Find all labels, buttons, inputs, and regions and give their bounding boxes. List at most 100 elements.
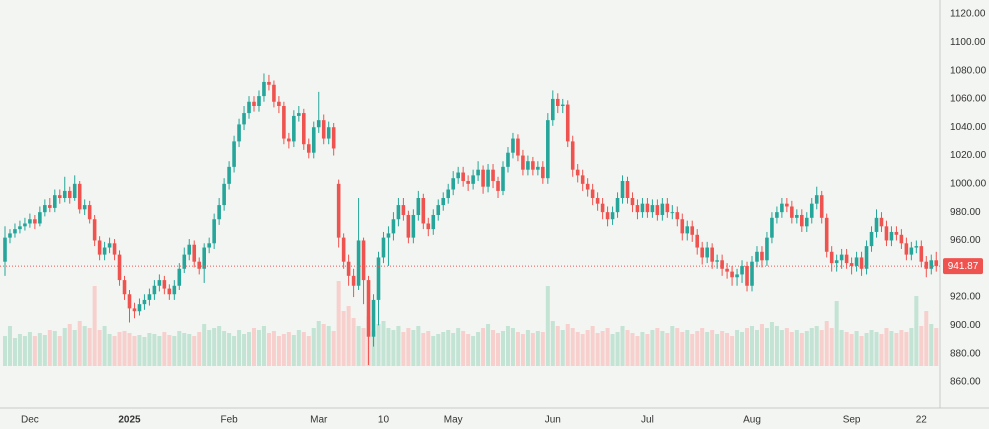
volume-bar: [839, 330, 844, 366]
candle-body: [834, 260, 839, 264]
candle-body: [182, 254, 187, 269]
candle-body: [780, 203, 784, 213]
volume-bar: [227, 333, 232, 366]
candle-body: [750, 261, 754, 286]
volume-bar: [590, 326, 595, 366]
volume-bar: [550, 321, 555, 366]
volume-bar: [122, 331, 127, 366]
volume-bar: [725, 333, 730, 366]
candle-body: [655, 205, 660, 215]
candle-body: [536, 166, 540, 170]
candle-body: [38, 212, 42, 224]
candle-body: [894, 231, 899, 235]
volume-bar: [510, 328, 515, 366]
candle-body: [107, 243, 112, 248]
volume-bar: [754, 330, 759, 366]
candle-body: [237, 124, 241, 142]
candle-body: [904, 243, 909, 255]
volume-bar: [784, 328, 789, 366]
volume-bar: [32, 336, 37, 366]
volume-bar: [735, 330, 740, 366]
volume-bar: [675, 328, 680, 366]
volume-bar: [252, 328, 256, 366]
volume-bar: [889, 331, 894, 366]
volume-bar: [117, 332, 122, 366]
candle-body: [565, 104, 570, 142]
volume-bar: [301, 332, 306, 366]
volume-bar: [112, 336, 117, 366]
candle-body: [809, 203, 814, 218]
y-tick-label: 1100.00: [950, 37, 986, 48]
volume-bar: [515, 332, 520, 366]
candle-body: [426, 223, 431, 230]
volume-bar: [261, 326, 266, 366]
volume-bar: [824, 321, 829, 366]
candle-body: [441, 198, 446, 206]
volume-bar: [585, 330, 590, 366]
volume-bar: [316, 321, 321, 366]
last-price-box: [943, 258, 983, 275]
candle-body: [242, 113, 246, 125]
volume-bar: [237, 330, 242, 366]
x-tick-label: May: [444, 415, 463, 426]
candle-body: [336, 183, 341, 238]
volume-bar: [730, 336, 735, 366]
candle-body: [660, 203, 665, 215]
volume-bar: [789, 332, 794, 366]
candle-body: [849, 263, 854, 266]
candle-body: [391, 219, 396, 234]
candle-body: [28, 219, 32, 224]
volume-bar: [700, 328, 705, 366]
volume-bar: [486, 324, 491, 366]
candle-body: [501, 166, 505, 191]
volume-bar: [281, 334, 286, 366]
volume-bar: [859, 336, 864, 366]
candle-body: [421, 198, 426, 224]
volume-bar: [685, 330, 690, 366]
volume-bar: [665, 333, 670, 366]
candle-body: [625, 181, 630, 198]
candle-body: [112, 243, 117, 255]
volume-bar: [331, 331, 336, 366]
x-tick-label: Jul: [641, 415, 654, 426]
volume-bar: [431, 336, 436, 366]
candle-body: [257, 96, 261, 106]
volume-bar: [520, 334, 525, 366]
volume-bar: [496, 333, 501, 366]
candle-body: [770, 217, 774, 238]
x-tick-label: Mar: [310, 415, 328, 426]
candle-body: [321, 120, 326, 139]
candle-body: [53, 195, 57, 208]
volume-bar: [247, 332, 252, 366]
candle-body: [376, 257, 381, 300]
candle-body: [167, 288, 172, 295]
candle-body: [600, 203, 605, 213]
volume-bar: [167, 335, 172, 366]
candle-body: [212, 219, 216, 244]
candle-body: [326, 127, 331, 139]
candle-body: [262, 81, 266, 97]
candle-body: [227, 166, 231, 184]
candle-body: [446, 189, 451, 198]
volume-bar: [37, 333, 42, 366]
candle-body: [824, 217, 829, 252]
volume-bar: [311, 328, 316, 366]
candle-body: [740, 265, 744, 275]
candle-body: [775, 212, 779, 218]
candle-body: [316, 120, 321, 128]
candle-body: [670, 212, 675, 214]
candle-body: [715, 260, 719, 262]
volume-bar: [421, 333, 426, 366]
volume-bar: [466, 334, 471, 366]
volume-bar: [615, 332, 620, 366]
candle-body: [516, 138, 520, 156]
volume-bar: [386, 328, 391, 366]
volume-bar: [72, 330, 77, 366]
volume-bar: [92, 286, 97, 366]
volume-bar: [779, 330, 784, 366]
candle-body: [620, 181, 625, 198]
candle-body: [152, 285, 157, 295]
candle-body: [526, 161, 530, 170]
volume-bar: [814, 326, 819, 366]
volume-bar: [769, 322, 774, 366]
